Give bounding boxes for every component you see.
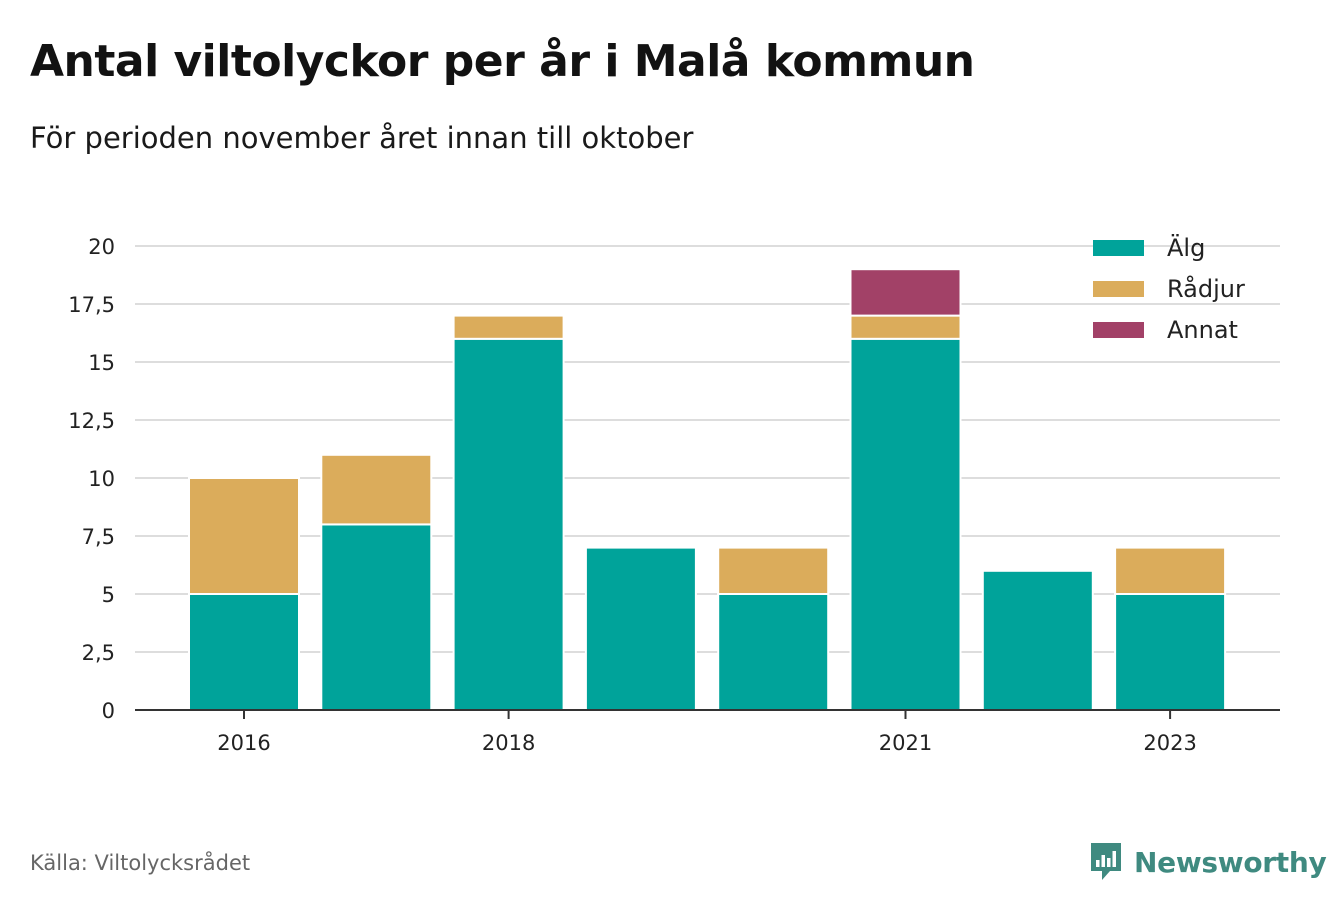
- chart-title: Antal viltolyckor per år i Malå kommun: [30, 36, 975, 87]
- y-tick-label: 5: [102, 583, 115, 607]
- bar-segment: [188, 477, 300, 595]
- bar-segment: [981, 569, 1094, 711]
- brand-name: Newsworthy: [1134, 845, 1327, 879]
- y-tick-label: 0: [102, 699, 115, 723]
- chart-subtitle: För perioden november året innan till ok…: [30, 121, 694, 155]
- x-tick-label: 2018: [482, 731, 535, 755]
- bar-segment: [717, 546, 830, 595]
- bar-segment: [452, 314, 565, 340]
- bar-segment: [717, 593, 830, 711]
- bar-segment: [188, 593, 300, 711]
- gridlines: [135, 245, 1280, 653]
- y-tick-label: 10: [88, 467, 115, 491]
- y-tick-label: 12,5: [68, 409, 115, 433]
- y-tick-label: 2,5: [82, 641, 115, 665]
- y-tick-label: 7,5: [82, 525, 115, 549]
- x-tick-label: 2023: [1143, 731, 1196, 755]
- bar-segment: [849, 337, 962, 711]
- newsworthy-logo-icon: [1091, 843, 1121, 880]
- x-tick-label: 2016: [217, 731, 270, 755]
- legend-swatch: [1093, 322, 1144, 338]
- legend-swatch: [1093, 281, 1144, 297]
- x-tick-label: 2021: [879, 731, 932, 755]
- legend-label: Älg: [1167, 233, 1205, 262]
- y-tick-label: 17,5: [68, 293, 115, 317]
- bar-segment: [849, 314, 962, 340]
- bar-segment: [1114, 546, 1227, 595]
- bars: [188, 268, 1227, 712]
- brand: Newsworthy: [1088, 840, 1327, 884]
- bar-segment: [452, 337, 565, 711]
- bar-segment: [849, 268, 962, 317]
- legend-label: Rådjur: [1167, 274, 1245, 303]
- y-tick-label: 15: [88, 351, 115, 375]
- axes: 0 2,5 5 7,5 10 12,5 15 17,5 20 2016 2018 2021 2023: [68, 235, 1280, 755]
- legend-swatch: [1093, 240, 1144, 256]
- bar-segment: [320, 453, 433, 526]
- y-tick-label: 20: [88, 235, 115, 259]
- bar-segment: [320, 523, 433, 712]
- legend: Älg Rådjur Annat: [1093, 233, 1245, 344]
- legend-label: Annat: [1167, 316, 1238, 344]
- bar-segment: [1114, 593, 1227, 711]
- source-note: Källa: Viltolycksrådet: [30, 851, 251, 875]
- bar-segment: [584, 546, 697, 711]
